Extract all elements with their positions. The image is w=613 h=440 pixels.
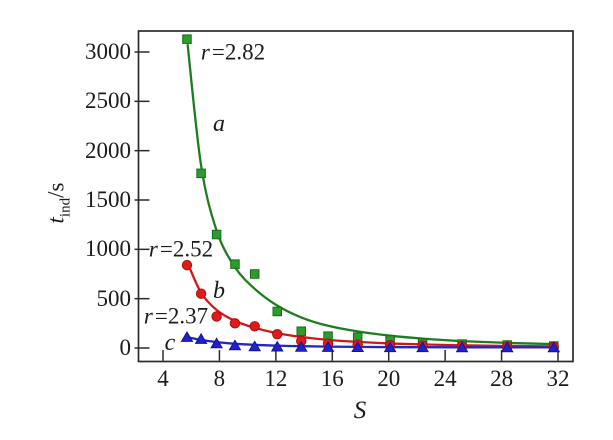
series-c-marker	[500, 341, 514, 353]
annotation-r-series-c-value: =2.37	[154, 303, 209, 329]
x-tick-label: 12	[264, 366, 288, 391]
x-tick-label: 24	[433, 366, 457, 391]
y-tick-label: 3000	[85, 39, 131, 65]
series-b-marker	[195, 288, 207, 299]
annotation-letter-c: c	[164, 330, 176, 356]
x-tick-label: 8	[213, 366, 226, 391]
x-tick-label: 16	[320, 366, 344, 391]
x-tick-label: 20	[377, 366, 401, 391]
annotation-r-series-c-var: r	[143, 303, 153, 329]
annotation-r-series-a-value: =2.82	[211, 39, 266, 65]
series-c-marker	[248, 340, 262, 352]
series-c-marker	[383, 341, 397, 353]
series-c-marker	[270, 340, 284, 352]
y-axis-title-variable: t	[43, 217, 69, 224]
series-c-marker	[455, 341, 469, 353]
series-a-fit-line	[186, 43, 558, 346]
y-axis-title: tind/s	[44, 183, 75, 224]
annotation-r-series-a-var: r	[200, 39, 210, 65]
series-c-marker	[351, 341, 365, 353]
x-tick-label: 28	[490, 366, 514, 391]
series-a-marker	[230, 259, 240, 269]
y-tick-label: 2000	[85, 137, 131, 163]
annotation-letter-a: a	[213, 111, 225, 137]
annotation-r-series-a: r=2.82	[201, 41, 265, 64]
x-axis-title: S	[353, 397, 367, 424]
y-tick-label: 1500	[85, 187, 131, 213]
y-tick-label: 1000	[85, 236, 131, 262]
y-tick-label: 2500	[85, 88, 131, 114]
y-tick-label: 500	[96, 285, 132, 311]
annotation-r-series-b-value: =2.52	[159, 236, 214, 262]
annotation-letter-b: b	[213, 278, 225, 304]
series-b-marker	[211, 311, 222, 322]
series-b-marker	[272, 328, 283, 340]
series-b-marker	[229, 318, 241, 329]
series-a-marker	[211, 229, 222, 240]
y-axis-title-unit: /s	[43, 182, 69, 198]
series-b-marker	[181, 259, 193, 271]
series-c-marker	[294, 340, 308, 352]
series-c-marker	[180, 330, 194, 342]
series-c-marker	[321, 341, 335, 352]
series-a-marker	[182, 34, 192, 44]
series-a-marker	[272, 306, 283, 317]
x-tick-label: 4	[157, 366, 169, 391]
y-tick-label: 0	[119, 335, 132, 361]
series-c-marker	[228, 339, 242, 351]
annotation-r-series-c: r=2.37	[144, 305, 208, 328]
axes-frame	[137, 30, 574, 363]
series-b-marker	[249, 321, 260, 332]
series-c-marker	[547, 341, 561, 353]
x-tick-label: 32	[546, 366, 570, 391]
series-c-marker	[210, 337, 223, 349]
series-a-marker	[296, 326, 306, 336]
annotation-r-series-b: r=2.52	[149, 238, 213, 261]
series-a-marker	[249, 269, 260, 279]
annotation-r-series-b-var: r	[148, 236, 158, 262]
series-a-marker	[196, 168, 206, 179]
series-c-marker	[194, 332, 208, 344]
y-axis-title-subscript: ind	[57, 197, 74, 218]
series-c-marker	[416, 341, 429, 353]
